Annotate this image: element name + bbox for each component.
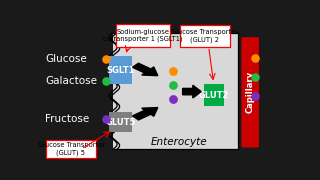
Text: GLUT5: GLUT5 bbox=[105, 118, 136, 127]
Point bbox=[103, 80, 108, 83]
Point bbox=[252, 95, 257, 98]
Text: Glucose: Glucose bbox=[45, 54, 87, 64]
FancyArrow shape bbox=[132, 63, 158, 76]
Point bbox=[103, 58, 108, 60]
FancyBboxPatch shape bbox=[204, 84, 224, 106]
FancyArrow shape bbox=[132, 107, 158, 120]
Text: Enterocyte: Enterocyte bbox=[151, 137, 207, 147]
FancyBboxPatch shape bbox=[113, 33, 238, 149]
Text: Sodium-glucose
cotransporter 1 (SGLT1): Sodium-glucose cotransporter 1 (SGLT1) bbox=[103, 29, 183, 42]
FancyBboxPatch shape bbox=[109, 56, 132, 84]
FancyBboxPatch shape bbox=[180, 25, 230, 47]
FancyBboxPatch shape bbox=[46, 140, 96, 158]
Point bbox=[252, 76, 257, 78]
Text: Fructose: Fructose bbox=[45, 114, 89, 124]
Text: Galactose: Galactose bbox=[45, 76, 97, 86]
Text: GLUT2: GLUT2 bbox=[198, 91, 229, 100]
Text: Glucose Transporter
(GLUT) 5: Glucose Transporter (GLUT) 5 bbox=[37, 142, 105, 156]
Text: Capillary: Capillary bbox=[246, 71, 255, 113]
Point bbox=[103, 117, 108, 120]
Point bbox=[170, 70, 175, 73]
Text: Glucose Transporter
(GLUT) 2: Glucose Transporter (GLUT) 2 bbox=[172, 29, 238, 43]
FancyBboxPatch shape bbox=[241, 37, 259, 147]
FancyBboxPatch shape bbox=[116, 24, 170, 47]
Text: SGLT1: SGLT1 bbox=[106, 66, 135, 75]
Point bbox=[170, 84, 175, 87]
Point bbox=[252, 56, 257, 59]
FancyBboxPatch shape bbox=[109, 112, 132, 132]
Point bbox=[170, 98, 175, 101]
FancyArrow shape bbox=[183, 85, 201, 98]
